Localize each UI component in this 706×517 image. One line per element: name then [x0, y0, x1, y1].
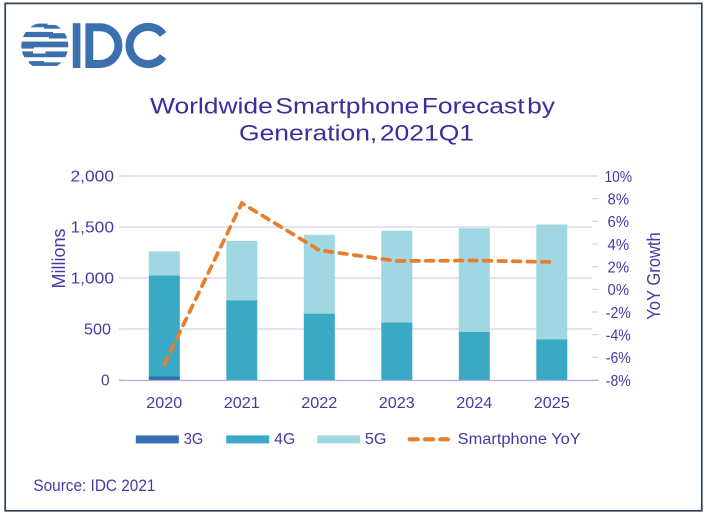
svg-text:2023: 2023: [379, 395, 415, 412]
svg-text:Millions: Millions: [49, 229, 69, 289]
svg-text:5G: 5G: [365, 431, 387, 448]
svg-text:Generation, 2021Q1: Generation, 2021Q1: [239, 120, 474, 145]
svg-text:0%: 0%: [608, 282, 630, 299]
svg-text:10%: 10%: [605, 169, 633, 186]
svg-text:-6%: -6%: [606, 350, 631, 367]
svg-text:2022: 2022: [301, 395, 337, 412]
svg-text:Worldwide Smartphone Forecast: Worldwide Smartphone Forecast by: [150, 93, 556, 118]
svg-text:4%: 4%: [608, 237, 630, 254]
svg-text:-4%: -4%: [606, 328, 631, 345]
svg-text:2021: 2021: [224, 395, 260, 412]
svg-text:Source: IDC 2021: Source: IDC 2021: [33, 476, 155, 495]
svg-text:YoY Growth: YoY Growth: [644, 232, 664, 320]
svg-text:-8%: -8%: [606, 373, 631, 390]
svg-text:3G: 3G: [184, 431, 204, 448]
svg-text:1,000: 1,000: [71, 271, 115, 288]
svg-text:Smartphone YoY: Smartphone YoY: [458, 431, 581, 448]
svg-text:6%: 6%: [608, 214, 630, 231]
svg-text:8%: 8%: [608, 192, 630, 209]
svg-text:2020: 2020: [146, 395, 182, 412]
svg-text:4G: 4G: [274, 431, 295, 448]
svg-text:-2%: -2%: [606, 305, 631, 322]
svg-text:2024: 2024: [456, 395, 492, 412]
svg-text:2025: 2025: [534, 395, 570, 412]
svg-text:2,000: 2,000: [71, 169, 115, 186]
svg-text:2%: 2%: [608, 260, 630, 277]
svg-text:500: 500: [84, 322, 111, 339]
svg-text:1,500: 1,500: [71, 220, 115, 237]
svg-text:0: 0: [101, 373, 110, 390]
